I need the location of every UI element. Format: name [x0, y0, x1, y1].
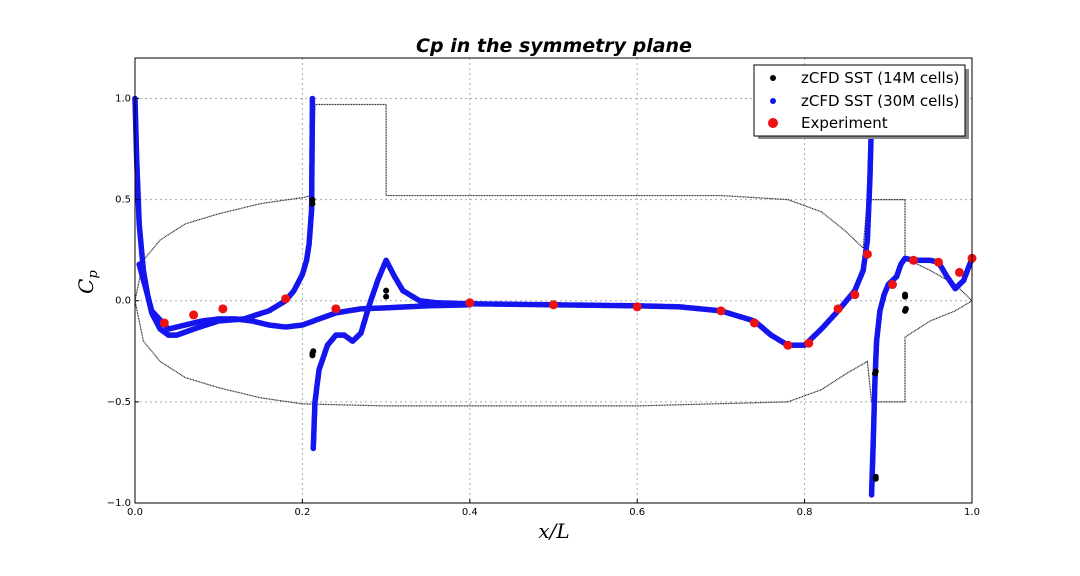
legend-marker-experiment: [768, 118, 778, 128]
point-experiment: [189, 310, 199, 320]
point-experiment: [159, 318, 169, 328]
y-tick-label: −0.5: [107, 397, 131, 408]
plot-points: [132, 95, 977, 498]
y-axis-label-sub: p: [86, 270, 101, 279]
chart-title: Cp in the symmetry plane: [416, 35, 692, 57]
point-14m: [871, 370, 878, 377]
x-tick-label: 0.2: [294, 507, 310, 518]
point-14m: [902, 291, 909, 298]
y-axis-label-main: C: [74, 279, 98, 294]
point-experiment: [954, 267, 964, 277]
legend-box: [753, 64, 966, 137]
point-experiment: [783, 340, 793, 350]
y-tick-label: 1.0: [115, 93, 131, 104]
point-14m: [872, 475, 879, 482]
point-experiment: [331, 304, 341, 314]
point-experiment: [804, 338, 814, 348]
point-experiment: [218, 304, 228, 314]
y-axis-ticks: −1.0 −0.5 0.0 0.5 1.0: [107, 93, 139, 509]
x-tick-label: 0.4: [462, 507, 478, 518]
plot-frame: [134, 57, 973, 504]
point-14m: [383, 287, 390, 294]
x-tick-label: 1.0: [964, 507, 980, 518]
legend-marker-14m: [770, 75, 776, 81]
point-experiment: [887, 280, 897, 290]
y-tick-label: −1.0: [107, 498, 131, 509]
point-experiment: [833, 304, 843, 314]
point-experiment: [934, 257, 944, 267]
legend-marker-30m: [770, 98, 776, 104]
legend-label-30m: zCFD SST (30M cells): [801, 92, 959, 110]
point-experiment: [862, 249, 872, 259]
point-30m: [309, 95, 316, 102]
grid-lines: [135, 58, 972, 503]
point-experiment: [850, 290, 860, 300]
x-tick-label: 0.6: [629, 507, 645, 518]
point-14m: [310, 348, 317, 355]
point-14m: [383, 293, 390, 300]
point-experiment: [632, 302, 642, 312]
point-experiment: [281, 294, 291, 304]
point-14m: [309, 200, 316, 207]
outline-upper: [134, 103, 973, 302]
x-tick-label: 0.0: [127, 507, 143, 518]
point-experiment: [465, 298, 475, 308]
x-axis-label: x/L: [538, 519, 569, 543]
legend-label-14m: zCFD SST (14M cells): [801, 69, 959, 87]
y-axis-label: Cp: [74, 270, 101, 294]
point-experiment: [749, 318, 759, 328]
body-outline: [134, 103, 973, 407]
point-14m: [902, 305, 909, 312]
x-tick-label: 0.8: [797, 507, 813, 518]
point-experiment: [716, 306, 726, 316]
point-experiment: [549, 300, 558, 310]
y-tick-label: 0.0: [115, 296, 131, 307]
point-experiment: [908, 255, 918, 265]
y-tick-label: 0.5: [115, 195, 131, 206]
outline-lower: [134, 300, 973, 407]
x-axis-ticks: 0.0 0.2 0.4 0.6 0.8 1.0: [127, 499, 980, 518]
legend-label-experiment: Experiment: [801, 114, 888, 132]
legend: zCFD SST (14M cells) zCFD SST (30M cells…: [753, 64, 969, 139]
